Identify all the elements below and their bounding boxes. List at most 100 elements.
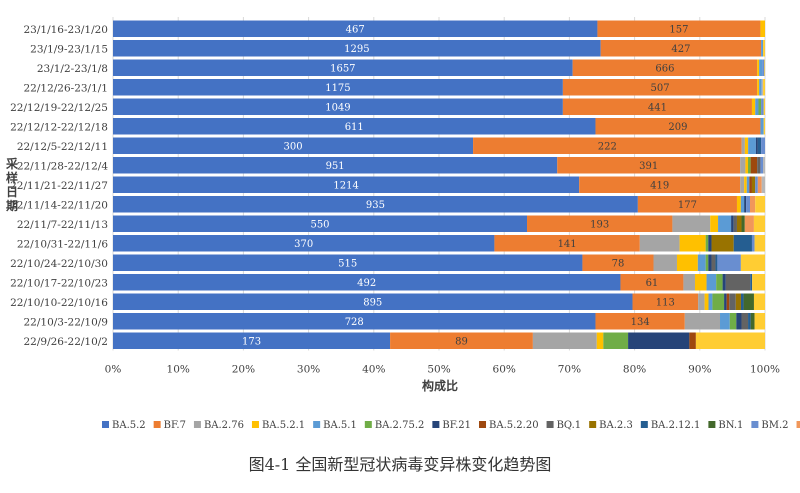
- bar-segment: [733, 235, 752, 252]
- bar-segment: [390, 332, 533, 349]
- data-label: 1175: [325, 83, 350, 94]
- legend-swatch: [251, 421, 259, 428]
- bar-segment: [113, 293, 633, 310]
- y-tick-label: 22/10/24-22/10/30: [10, 258, 108, 270]
- bar-segment: [744, 215, 754, 232]
- bar-segment: [764, 59, 765, 76]
- bar-segment: [113, 313, 596, 330]
- bar-segment: [708, 235, 712, 252]
- bar-segment: [473, 137, 742, 154]
- y-tick-label: 22/11/7-22/11/13: [17, 219, 108, 231]
- bar-segment: [724, 293, 727, 310]
- y-tick-labels: 23/1/16-23/1/20 23/1/9-23/1/15 23/1/2-23/1…: [10, 24, 108, 348]
- x-tick-label: 90%: [688, 364, 711, 376]
- data-label: 419: [650, 180, 669, 191]
- y-axis-title-char: 样: [6, 170, 18, 185]
- legend-swatch: [479, 421, 487, 428]
- bar-segment: [595, 118, 761, 135]
- bar-segment: [733, 215, 737, 232]
- bar-segment: [113, 274, 621, 291]
- bar-segment: [763, 98, 765, 115]
- bar-segment: [761, 79, 764, 96]
- data-label: 467: [346, 24, 365, 35]
- y-tick-label: 22/10/31-22/11/6: [17, 238, 109, 250]
- bar-segment: [746, 176, 750, 193]
- bar-segment: [743, 293, 754, 310]
- bar-segment: [753, 293, 765, 310]
- bar-segment: [639, 235, 680, 252]
- bar-segment: [679, 235, 706, 252]
- bar-segment: [755, 196, 765, 213]
- legend-label: BF.21: [442, 420, 471, 431]
- bar-segment: [706, 274, 717, 291]
- legend-label: BN.1: [718, 420, 743, 431]
- data-label: 177: [678, 200, 697, 211]
- data-label: 157: [669, 24, 688, 35]
- bar-segment: [748, 313, 751, 330]
- bar-segment: [754, 235, 765, 252]
- bar-segment: [704, 293, 709, 310]
- y-tick-label: 22/12/19-22/12/25: [10, 102, 108, 114]
- bar-segment: [726, 293, 730, 310]
- bar-segment: [725, 274, 751, 291]
- legend-label: BA.5.2.1: [262, 420, 305, 431]
- bar-segment: [722, 274, 726, 291]
- bar-segment: [744, 196, 747, 213]
- bar-segment: [760, 20, 765, 37]
- legend-swatch: [153, 421, 161, 428]
- bars: 467 157 1295 427 1657 666 1175 507 1049 441 611 209…: [113, 20, 765, 349]
- legend-label: BA.2.12.1: [651, 420, 701, 431]
- bar-segment: [755, 137, 758, 154]
- bar-segment: [113, 137, 474, 154]
- bar-segment: [744, 176, 747, 193]
- y-tick-label: 22/11/21-22/11/27: [10, 180, 108, 192]
- data-label: 370: [294, 239, 313, 250]
- bar-segment: [748, 137, 756, 154]
- bar-segment: [557, 157, 741, 174]
- bar-segment: [740, 293, 744, 310]
- bar-segment: [582, 254, 654, 271]
- legend-swatch: [796, 421, 800, 428]
- y-tick-label: 23/1/16-23/1/20: [23, 24, 108, 36]
- bar-segment: [113, 40, 601, 57]
- y-tick-label: 22/11/28-22/12/4: [17, 160, 109, 172]
- bar-segment: [746, 196, 751, 213]
- bar-segment: [745, 157, 749, 174]
- y-axis-title-char: 期: [6, 198, 18, 213]
- x-tick-label: 70%: [558, 364, 581, 376]
- bar-segment: [754, 313, 765, 330]
- bar-segment: [749, 176, 752, 193]
- data-label: 1657: [330, 63, 355, 74]
- x-tick-label: 20%: [232, 364, 255, 376]
- bar-segment: [760, 157, 764, 174]
- data-label: 300: [283, 141, 302, 152]
- y-tick-label: 22/10/17-22/10/23: [10, 277, 108, 289]
- bar-segment: [718, 215, 732, 232]
- data-label: 193: [590, 219, 609, 230]
- y-axis-title: 采样日期: [5, 156, 18, 213]
- legend-swatch: [640, 421, 648, 428]
- bar-segment: [760, 118, 764, 135]
- legend: BA.5.2 BF.7 BA.2.76 BA.5.2.1 BA.5.1 BA.2.75.2…: [102, 420, 800, 431]
- data-label: 515: [338, 258, 357, 269]
- bar-segment: [683, 274, 695, 291]
- bar-segment: [579, 176, 741, 193]
- legend-swatch: [708, 421, 716, 428]
- bar-segment: [600, 40, 762, 57]
- data-label: 427: [671, 44, 690, 55]
- bar-segment: [762, 59, 765, 76]
- data-label: 611: [345, 122, 364, 133]
- legend-label: BA.2.75.2: [375, 420, 425, 431]
- x-tick-label: 50%: [427, 364, 450, 376]
- legend-swatch: [102, 421, 109, 428]
- bar-segment: [750, 157, 758, 174]
- y-tick-label: 22/9/26-22/10/2: [23, 336, 108, 348]
- bar-segment: [653, 254, 677, 271]
- data-label: 113: [656, 297, 675, 308]
- bar-segment: [697, 254, 706, 271]
- bar-segment: [532, 332, 597, 349]
- bar-segment: [694, 274, 707, 291]
- legend-label: BM.2: [761, 420, 788, 431]
- bar-segment: [595, 313, 685, 330]
- data-label: 89: [455, 336, 468, 347]
